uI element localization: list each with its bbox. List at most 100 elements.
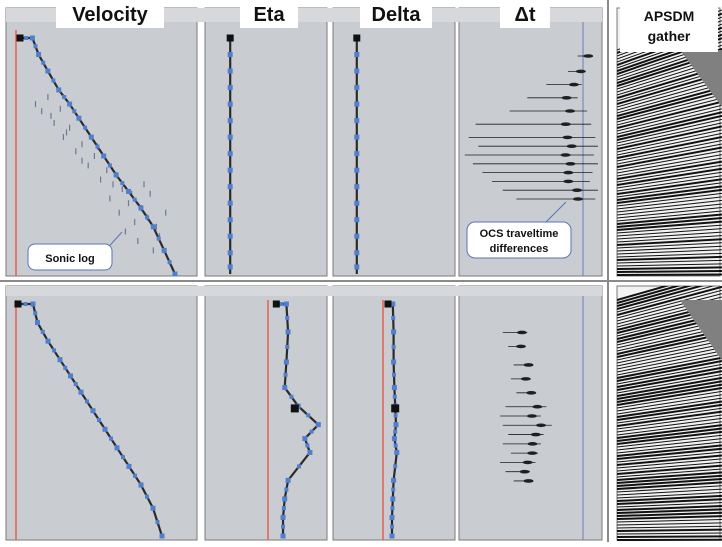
velocity-bottom-marker [33,311,37,315]
velocity-top-marker [89,135,94,140]
eta-bottom-marker [282,496,287,501]
velocity-bottom-marker [52,348,56,352]
eta-top-marker [228,151,233,156]
eta-bottom-marker [302,436,307,441]
delta-top-panel [333,8,455,276]
eta-top-marker [228,201,233,206]
dt-top-residual-blob [572,188,582,192]
ocs-label-line1: OCS traveltime [480,228,559,240]
delta-top-control-point [353,35,360,42]
delta-top-marker [354,250,359,255]
dt-bottom-residual-blob [528,442,538,446]
velocity-bottom-marker [139,482,144,487]
delta-bottom-marker [391,329,396,334]
dt-top-residual-blob [576,70,586,74]
dt-top-residual-blob [573,197,583,201]
eta-bottom-marker [297,464,301,468]
gather-trace [617,271,722,272]
eta-top-marker [228,168,233,173]
eta-bottom-marker [281,534,286,539]
velocity-top-marker [162,248,167,253]
velocity-top-marker [72,109,76,113]
velocity-bottom-marker [58,357,63,362]
delta-top-marker [354,85,359,90]
dt-bottom-panel [459,286,602,540]
velocity-top-marker [173,272,178,277]
gather-trace [617,530,722,531]
eta-bottom-marker [282,385,287,390]
eta-bottom-marker [310,430,314,434]
eta-bottom-marker [307,450,312,455]
velocity-bottom-control-point [15,301,22,308]
eta-bottom-marker [281,525,285,529]
dt-bottom-residual-blob [523,461,533,465]
delta-top-marker [354,135,359,140]
delta-bottom-marker [390,525,394,529]
velocity-top-marker [34,44,38,48]
velocity-bottom-marker [35,320,40,325]
velocity-bottom-marker [151,506,156,511]
velocity-bottom-marker [46,339,51,344]
velocity-top-marker [30,36,35,41]
dt-top-residual-blob [565,109,575,113]
velocity-bottom-marker [74,382,78,386]
velocity-top-marker [138,205,143,210]
dt-top-residual-blob [567,144,577,148]
velocity-top-control-point [17,35,24,42]
dt-top-residual-blob [563,180,573,184]
velocity-bottom-marker [145,495,149,499]
eta-top-marker [228,184,233,189]
velocity-top-marker [45,69,50,74]
velocity-top-marker [126,189,131,194]
eta-top-marker [228,85,233,90]
eta-top-marker [228,52,233,57]
dt-top-residual-blob [560,153,570,157]
sonic-log-label: Sonic log [45,253,95,265]
delta-top-marker [354,52,359,57]
eta-top-marker [228,135,233,140]
delta-top-marker [354,217,359,222]
axis-strip-bg [6,286,602,296]
dt-bottom-residual-blob [531,433,541,437]
velocity-bottom-marker [91,408,96,413]
velocity-top-marker [76,116,81,121]
velocity-top-marker [133,198,137,202]
delta-bottom-marker [392,373,396,377]
velocity-top-marker [145,215,149,219]
delta-top-marker [354,201,359,206]
delta-bottom-marker [392,385,397,390]
gather-trace [617,274,722,275]
dt-top-residual-blob [583,54,593,58]
gather-header-line1: APSDM [644,8,695,24]
delta-bottom-marker [391,316,395,320]
delta-bottom-marker [390,496,395,501]
velocity-bottom-marker [127,464,132,469]
eta-top-control-point [227,35,234,42]
dt-bottom-residual-blob [520,470,530,474]
delta-bottom-marker [391,488,395,492]
eta-bottom-marker [284,360,289,365]
delta-bottom-marker [390,515,395,520]
eta-bottom-marker [284,373,288,377]
velocity-bottom-marker [24,302,28,306]
eta-bottom-panel [205,286,327,540]
dt-header: Δt [514,4,535,26]
dt-bottom-residual-blob [527,451,537,455]
velocity-top-marker [114,172,119,177]
delta-bottom-marker [390,534,395,539]
velocity-bottom-marker [31,302,36,307]
dt-bottom-residual-blob [527,414,537,418]
velocity-header: Velocity [72,4,148,26]
velocity-bottom-marker [133,474,137,478]
eta-bottom-marker [289,395,293,399]
delta-bottom-marker [394,444,398,448]
eta-bottom-marker [284,302,289,307]
eta-top-marker [228,102,233,107]
delta-top-marker [354,102,359,107]
velocity-bottom-marker [160,534,165,539]
delta-bottom-marker [393,430,397,434]
eta-top-marker [228,234,233,239]
